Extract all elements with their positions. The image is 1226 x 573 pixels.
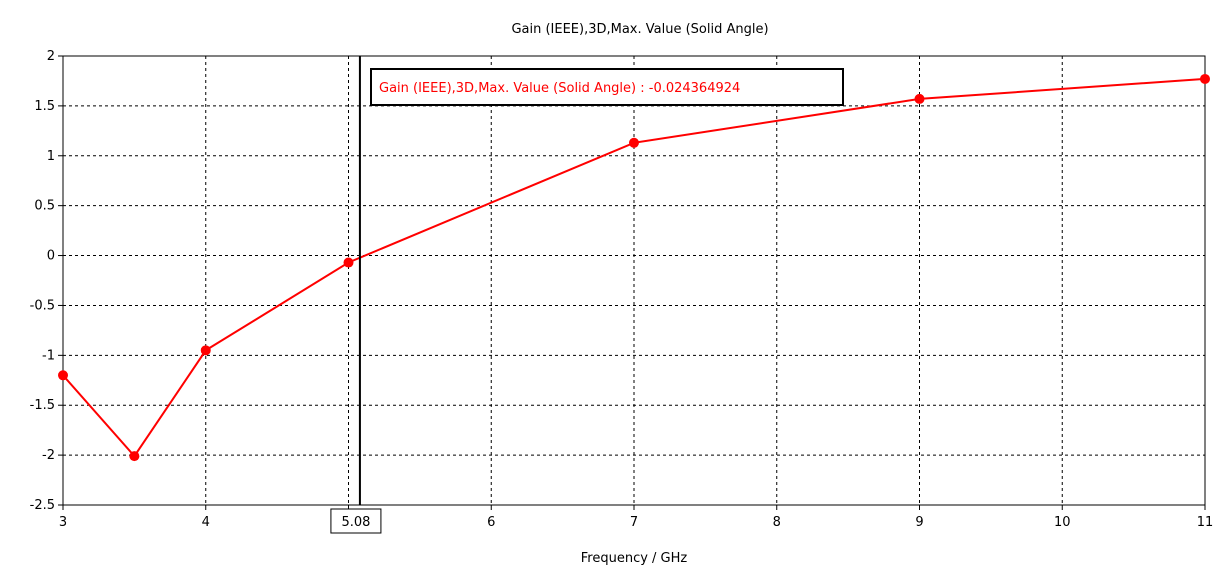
x-tick-label: 8 bbox=[773, 515, 781, 530]
marker-group[interactable]: 5.08 Gain (IEEE),3D,Max. Value (Solid Ang… bbox=[330, 56, 844, 534]
x-axis-label: Frequency / GHz bbox=[581, 551, 688, 566]
y-tick-label: 1 bbox=[47, 149, 55, 164]
data-point bbox=[129, 451, 140, 462]
y-tick-label: 2 bbox=[47, 49, 55, 64]
x-tick-label: 3 bbox=[59, 515, 67, 530]
data-point bbox=[1200, 73, 1210, 84]
y-tick-label: -1 bbox=[42, 348, 55, 363]
x-tick-label: 9 bbox=[915, 515, 923, 530]
marker-label-box bbox=[330, 508, 382, 534]
x-tick-label: 10 bbox=[1054, 515, 1071, 530]
x-tick-labels: 3 4 6 7 8 9 10 11 bbox=[59, 505, 1213, 530]
readout-text: Gain (IEEE),3D,Max. Value (Solid Angle) … bbox=[379, 81, 740, 96]
x-tick-label: 11 bbox=[1197, 515, 1214, 530]
chart-title: Gain (IEEE),3D,Max. Value (Solid Angle) bbox=[511, 22, 768, 37]
y-tick-label: 0.5 bbox=[34, 199, 55, 214]
y-tick-labels: 2 1.5 1 0.5 0 -0.5 -1 -1.5 -2 -2.5 bbox=[30, 49, 63, 513]
y-tick-label: 0 bbox=[47, 249, 55, 264]
x-tick-label: 4 bbox=[202, 515, 210, 530]
x-tick-label: 7 bbox=[630, 515, 638, 530]
y-tick-label: -2.5 bbox=[30, 498, 55, 513]
readout-box bbox=[370, 68, 844, 106]
data-point bbox=[58, 370, 68, 381]
series-group bbox=[58, 73, 1210, 462]
y-tick-label: -0.5 bbox=[30, 298, 55, 313]
data-point bbox=[629, 137, 639, 148]
x-tick-label: 6 bbox=[487, 515, 495, 530]
y-tick-label: 1.5 bbox=[34, 99, 55, 114]
y-tick-label: -1.5 bbox=[30, 398, 55, 413]
y-tick-label: -2 bbox=[42, 448, 55, 463]
data-point bbox=[914, 93, 925, 104]
data-point bbox=[343, 257, 354, 268]
marker-x-label: 5.08 bbox=[341, 515, 370, 530]
data-point bbox=[200, 345, 211, 356]
